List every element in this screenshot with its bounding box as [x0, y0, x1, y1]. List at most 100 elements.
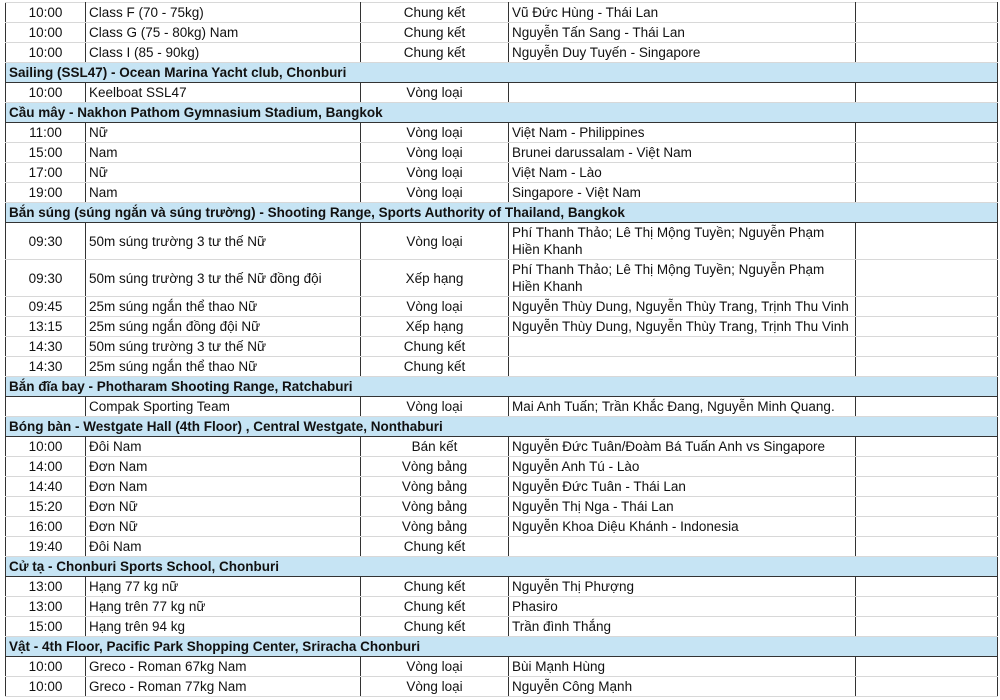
notes-cell — [855, 656, 998, 677]
table-row: 09:30 50m súng trường 3 tư thế Nữ đồng độ… — [5, 259, 998, 297]
event-cell: Đôi Nam — [85, 536, 361, 557]
table-row: 13:15 25m súng ngắn đồng đội Nữ Xếp hạng Ng… — [5, 316, 998, 337]
event-cell: Đơn Nam — [85, 476, 361, 497]
athletes-cell: Trần đình Thắng — [508, 616, 856, 637]
time-cell: 11:00 — [5, 122, 86, 143]
notes-cell — [855, 676, 998, 697]
table-row: 09:30 50m súng trường 3 tư thế Nữ Vòng loạ… — [5, 222, 998, 260]
athletes-cell: Nguyễn Công Mạnh — [508, 676, 856, 697]
time-cell: 13:15 — [5, 316, 86, 337]
section-header-row: Bóng bàn - Westgate Hall (4th Floor) , C… — [5, 416, 998, 437]
notes-cell — [855, 436, 998, 457]
stage-cell: Vòng bảng — [360, 456, 509, 477]
time-cell: 19:00 — [5, 182, 86, 203]
section-header: Cầu mây - Nakhon Pathom Gymnasium Stadiu… — [5, 102, 998, 123]
athletes-cell: Nguyễn Thùy Dung, Nguyễn Thùy Trang, Trị… — [508, 316, 856, 337]
table-row: 19:00 Nam Vòng loại Singapore - Việt Nam — [5, 182, 998, 203]
table-row: 15:20 Đơn Nữ Vòng bảng Nguyễn Thị Nga - Thá… — [5, 496, 998, 517]
section-header-row: Vật - 4th Floor, Pacific Park Shopping C… — [5, 636, 998, 657]
time-cell: 09:30 — [5, 222, 86, 260]
event-cell: Nam — [85, 142, 361, 163]
time-cell: 14:00 — [5, 456, 86, 477]
stage-cell: Vòng bảng — [360, 496, 509, 517]
athletes-cell: Nguyễn Khoa Diệu Khánh - Indonesia — [508, 516, 856, 537]
event-cell: 25m súng ngắn đồng đội Nữ — [85, 316, 361, 337]
time-cell: 15:20 — [5, 496, 86, 517]
stage-cell: Chung kết — [360, 356, 509, 377]
event-cell: Keelboat SSL47 — [85, 82, 361, 103]
section-header-row: Bắn súng (súng ngắn và súng trường) - Sh… — [5, 202, 998, 223]
time-cell: 14:30 — [5, 356, 86, 377]
table-row: 15:00 Hạng trên 94 kg Chung kết Trần đình T… — [5, 616, 998, 637]
athletes-cell: Việt Nam - Lào — [508, 162, 856, 183]
notes-cell — [855, 336, 998, 357]
athletes-cell — [508, 336, 856, 357]
event-cell: Đôi Nam — [85, 436, 361, 457]
notes-cell — [855, 616, 998, 637]
table-row: 14:30 25m súng ngắn thể thao Nữ Chung kết — [5, 356, 998, 377]
notes-cell — [855, 316, 998, 337]
time-cell: 10:00 — [5, 656, 86, 677]
table-row: 10:00 Class F (70 - 75kg) Chung kết Vũ Đức … — [5, 2, 998, 23]
stage-cell: Vòng loại — [360, 82, 509, 103]
athletes-cell: Nguyễn Anh Tú - Lào — [508, 456, 856, 477]
table-row: 14:30 50m súng trường 3 tư thế Nữ Chung kế… — [5, 336, 998, 357]
section-header: Bóng bàn - Westgate Hall (4th Floor) , C… — [5, 416, 998, 437]
athletes-cell — [508, 356, 856, 377]
time-cell: 09:30 — [5, 259, 86, 297]
notes-cell — [855, 162, 998, 183]
event-cell: Greco - Roman 67kg Nam — [85, 656, 361, 677]
table-row: 10:00 Greco - Roman 77kg Nam Vòng loại Nguy… — [5, 676, 998, 697]
event-cell: Đơn Nữ — [85, 496, 361, 517]
section-header-row: Sailing (SSL47) - Ocean Marina Yacht clu… — [5, 62, 998, 83]
stage-cell: Chung kết — [360, 22, 509, 43]
notes-cell — [855, 222, 998, 260]
stage-cell: Chung kết — [360, 2, 509, 23]
table-row: 13:00 Hạng 77 kg nữ Chung kết Nguyễn Thị Ph… — [5, 576, 998, 597]
athletes-cell: Nguyễn Đức Tuân/Đoàm Bá Tuấn Anh vs Sing… — [508, 436, 856, 457]
notes-cell — [855, 476, 998, 497]
notes-cell — [855, 596, 998, 617]
stage-cell: Vòng loại — [360, 162, 509, 183]
table-row: Compak Sporting Team Vòng loại Mai Anh Tuấ… — [5, 396, 998, 417]
section-header-row: Cử tạ - Chonburi Sports School, Chonburi — [5, 556, 998, 577]
notes-cell — [855, 296, 998, 317]
stage-cell: Vòng loại — [360, 142, 509, 163]
table-row: 14:40 Đơn Nam Vòng bảng Nguyễn Đức Tuân - T… — [5, 476, 998, 497]
event-cell: 50m súng trường 3 tư thế Nữ — [85, 222, 361, 260]
notes-cell — [855, 536, 998, 557]
table-row: 09:45 25m súng ngắn thể thao Nữ Vòng loại N… — [5, 296, 998, 317]
time-cell: 15:00 — [5, 616, 86, 637]
athletes-cell: Nguyễn Tấn Sang - Thái Lan — [508, 22, 856, 43]
athletes-cell: Phí Thanh Thảo; Lê Thị Mộng Tuyền; Nguyễ… — [508, 259, 856, 297]
stage-cell: Vòng loại — [360, 676, 509, 697]
stage-cell: Xếp hạng — [360, 316, 509, 337]
stage-cell: Vòng loại — [360, 296, 509, 317]
section-header: Vật - 4th Floor, Pacific Park Shopping C… — [5, 636, 998, 657]
notes-cell — [855, 259, 998, 297]
stage-cell: Vòng loại — [360, 122, 509, 143]
stage-cell: Chung kết — [360, 336, 509, 357]
time-cell: 10:00 — [5, 676, 86, 697]
event-cell: 50m súng trường 3 tư thế Nữ — [85, 336, 361, 357]
table-row: 11:00 Nữ Vòng loại Việt Nam - Philippines — [5, 122, 998, 143]
time-cell: 10:00 — [5, 42, 86, 63]
section-header: Sailing (SSL47) - Ocean Marina Yacht clu… — [5, 62, 998, 83]
schedule-table: 10:00 Class F (70 - 75kg) Chung kết Vũ Đức … — [5, 2, 998, 697]
event-cell: Nữ — [85, 122, 361, 143]
time-cell: 14:40 — [5, 476, 86, 497]
stage-cell: Xếp hạng — [360, 259, 509, 297]
athletes-cell: Nguyễn Duy Tuyến - Singapore — [508, 42, 856, 63]
notes-cell — [855, 182, 998, 203]
athletes-cell: Nguyễn Thị Phượng — [508, 576, 856, 597]
time-cell: 19:40 — [5, 536, 86, 557]
time-cell: 17:00 — [5, 162, 86, 183]
event-cell: 25m súng ngắn thể thao Nữ — [85, 296, 361, 317]
stage-cell: Chung kết — [360, 596, 509, 617]
time-cell: 13:00 — [5, 576, 86, 597]
time-cell: 09:45 — [5, 296, 86, 317]
table-row: 14:00 Đơn Nam Vòng bảng Nguyễn Anh Tú - Lào — [5, 456, 998, 477]
notes-cell — [855, 396, 998, 417]
table-row: 10:00 Class I (85 - 90kg) Chung kết Nguyễn … — [5, 42, 998, 63]
table-row: 15:00 Nam Vòng loại Brunei darussalam - Việ… — [5, 142, 998, 163]
